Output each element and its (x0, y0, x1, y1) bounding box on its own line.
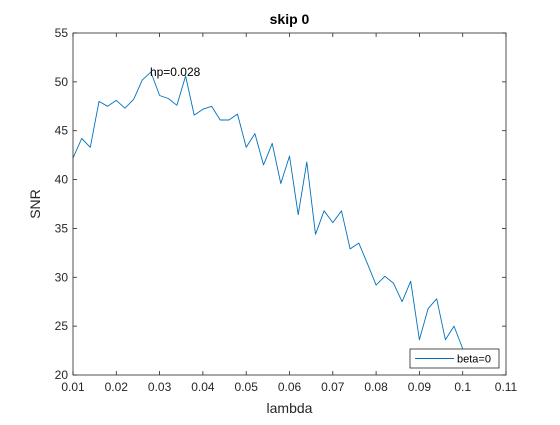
x-axis-ticks: 0.01 0.02 0.03 0.04 0.05 0.06 0.07 0.08 0.09 0.1 0… (61, 33, 518, 394)
legend-box (409, 348, 500, 369)
x-tick-label: 0.11 (495, 380, 518, 394)
legend: beta=0 (409, 348, 500, 369)
y-tick-label: 50 (55, 75, 69, 89)
x-tick-label: 0.06 (278, 380, 302, 394)
x-tick-label: 0.05 (235, 380, 259, 394)
x-tick-label: 0.1 (454, 380, 471, 394)
x-tick-label: 0.03 (148, 380, 172, 394)
x-tick-label: 0.02 (105, 380, 129, 394)
y-tick-label: 55 (55, 26, 69, 40)
x-tick-label: 0.04 (191, 380, 215, 394)
y-tick-label: 40 (55, 173, 69, 187)
legend-label: beta=0 (457, 354, 491, 366)
y-tick-label: 45 (55, 124, 69, 138)
x-tick-label: 0.07 (321, 380, 345, 394)
x-tick-label: 0.09 (408, 380, 432, 394)
y-axis-label: SNR (27, 189, 43, 219)
annotation-text: hp=0.028 (150, 65, 201, 79)
y-axis-ticks: 20 25 30 35 40 45 50 55 (55, 26, 506, 382)
y-tick-label: 25 (55, 319, 69, 333)
y-tick-label: 35 (55, 221, 69, 235)
plot-area (73, 33, 506, 375)
y-tick-label: 30 (55, 270, 69, 284)
axes-box (72, 32, 507, 376)
series-layer (72, 71, 464, 349)
x-tick-label: 0.08 (364, 380, 388, 394)
y-tick-label: 20 (55, 368, 69, 382)
x-axis-label: lambda (267, 400, 313, 416)
chart-title: skip 0 (270, 11, 310, 27)
series-line-0 (72, 71, 464, 349)
annotations: hp=0.028 (150, 65, 201, 79)
x-tick-label: 0.01 (61, 380, 85, 394)
